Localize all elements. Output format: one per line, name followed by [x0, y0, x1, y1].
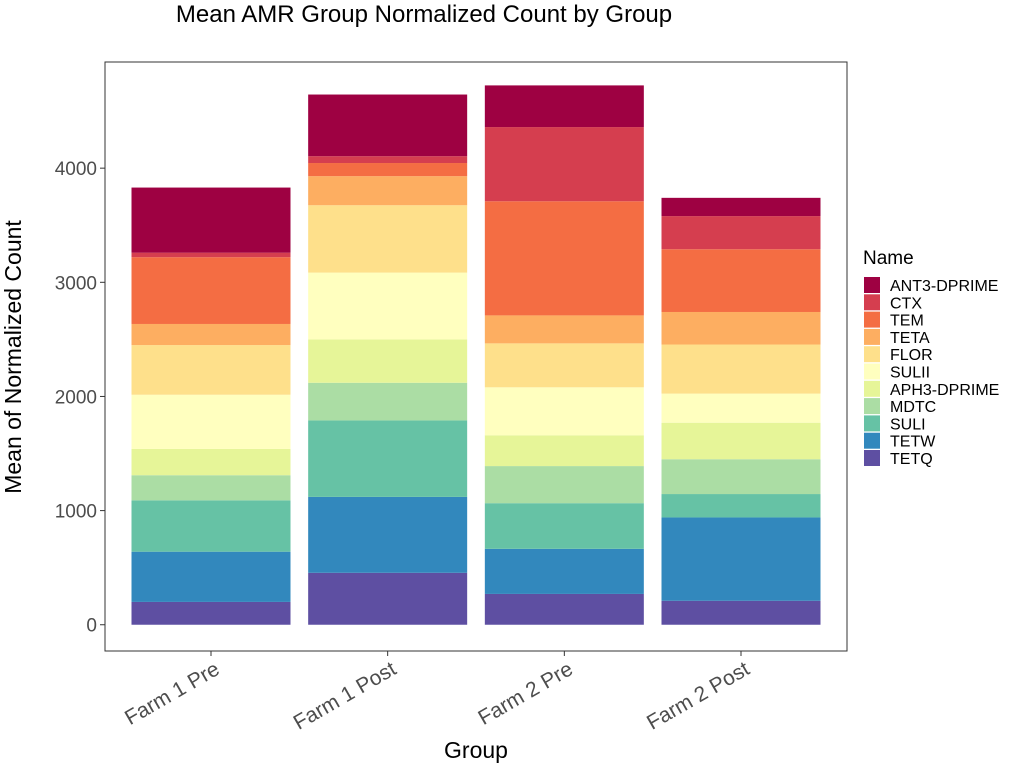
bar-segment-farm-2-pre-tem: [484, 201, 644, 316]
bar-segment-farm-1-post-tem: [308, 163, 468, 177]
legend-label-sulii: SULII: [890, 365, 930, 382]
bar-segment-farm-1-post-tetq: [308, 572, 468, 625]
legend-swatch-ctx: [864, 294, 880, 311]
bar-segment-farm-2-pre-tetq: [484, 593, 644, 625]
bar-segment-farm-2-pre-teta: [484, 315, 644, 344]
bar-segment-farm-2-post-ctx: [661, 216, 821, 250]
legend-title: Name: [863, 248, 914, 269]
bar-segment-farm-2-post-teta: [661, 311, 821, 345]
bar-segment-farm-1-post-ctx: [308, 156, 468, 164]
bar-segment-farm-2-pre-suli: [484, 503, 644, 549]
bar-segment-farm-1-pre-tem: [131, 257, 291, 324]
bar-segment-farm-2-pre-ctx: [484, 127, 644, 202]
legend-swatch-aph3-dprime: [864, 380, 880, 397]
y-axis: 0 1000 2000 3000 4000: [55, 159, 105, 637]
y-axis-title: Mean of Normalized Count: [0, 220, 26, 494]
legend-items: ANT3-DPRIMECTXTEMTETAFLORSULIIAPH3-DPRIM…: [864, 277, 999, 468]
legend-swatch-mdtc: [864, 398, 880, 415]
legend-swatch-suli: [864, 415, 880, 432]
bar-segment-farm-2-pre-flor: [484, 343, 644, 388]
bar-segment-farm-2-pre-sulii: [484, 387, 644, 436]
x-tick-label: Farm 2 Pre: [474, 657, 576, 729]
bar-segment-farm-2-post-aph3-dprime: [661, 422, 821, 460]
bar-segment-farm-2-post-sulii: [661, 393, 821, 423]
y-tick-label: 3000: [55, 273, 97, 294]
legend-label-mdtc: MDTC: [890, 399, 936, 416]
bar-segment-farm-2-post-tetq: [661, 600, 821, 625]
bar-segment-farm-2-post-tem: [661, 249, 821, 312]
y-tick-label: 2000: [55, 387, 97, 408]
legend-swatch-teta: [864, 328, 880, 345]
x-tick-label: Farm 2 Post: [643, 657, 754, 734]
legend-label-ant3-dprime: ANT3-DPRIME: [890, 278, 998, 295]
legend-swatch-sulii: [864, 363, 880, 380]
legend-swatch-ant3-dprime: [864, 277, 880, 293]
legend-label-tetq: TETQ: [890, 451, 933, 468]
y-tick-label: 1000: [55, 502, 97, 523]
bar-segment-farm-2-post-suli: [661, 494, 821, 518]
legend-label-flor: FLOR: [890, 347, 933, 364]
legend-label-aph3-dprime: APH3-DPRIME: [890, 382, 999, 399]
plot-area: [104, 61, 848, 652]
chart-title: Mean AMR Group Normalized Count by Group: [176, 1, 672, 28]
bar-segment-farm-1-pre-ant3-dprime: [131, 187, 291, 253]
bar-segment-farm-2-pre-tetw: [484, 548, 644, 594]
legend-swatch-flor: [864, 346, 880, 363]
bar-segment-farm-2-post-flor: [661, 344, 821, 394]
bar-segment-farm-1-post-teta: [308, 176, 468, 206]
x-tick-label: Farm 1 Post: [290, 657, 401, 734]
legend: Name ANT3-DPRIMECTXTEMTETAFLORSULIIAPH3-…: [863, 248, 999, 468]
bar-segment-farm-1-pre-ctx: [131, 252, 291, 258]
bar-segment-farm-1-pre-tetq: [131, 601, 291, 625]
bar-segment-farm-1-pre-aph3-dprime: [131, 448, 291, 476]
x-tick-label: Farm 1 Pre: [121, 657, 223, 729]
bar-segment-farm-2-pre-aph3-dprime: [484, 435, 644, 467]
bar-segment-farm-2-post-ant3-dprime: [661, 197, 821, 217]
legend-swatch-tetw: [864, 432, 880, 449]
legend-label-ctx: CTX: [890, 295, 922, 312]
bar-segment-farm-2-pre-ant3-dprime: [484, 85, 644, 128]
bar-segment-farm-1-post-ant3-dprime: [308, 94, 468, 157]
legend-label-tetw: TETW: [890, 434, 936, 451]
bar-segment-farm-2-pre-mdtc: [484, 466, 644, 504]
bar-segment-farm-1-post-aph3-dprime: [308, 339, 468, 383]
bar-segment-farm-1-post-mdtc: [308, 382, 468, 421]
bar-segment-farm-1-post-sulii: [308, 272, 468, 340]
legend-label-tem: TEM: [890, 313, 924, 330]
y-tick-label: 0: [86, 616, 97, 637]
bar-segment-farm-1-pre-teta: [131, 323, 291, 346]
bar-segment-farm-1-pre-suli: [131, 500, 291, 552]
y-tick-label: 4000: [55, 159, 97, 180]
x-axis: Farm 1 Pre Farm 1 Post Farm 2 Pre Farm 2 Po…: [121, 651, 754, 735]
bar-segment-farm-1-post-suli: [308, 420, 468, 497]
legend-label-teta: TETA: [890, 330, 930, 347]
bar-segment-farm-1-post-flor: [308, 205, 468, 273]
bar-segment-farm-2-post-mdtc: [661, 459, 821, 495]
x-axis-title: Group: [444, 737, 508, 763]
bar-segment-farm-1-post-tetw: [308, 496, 468, 573]
bar-segment-farm-1-pre-tetw: [131, 551, 291, 602]
legend-swatch-tetq: [864, 450, 880, 466]
bar-segment-farm-1-pre-mdtc: [131, 475, 291, 501]
legend-swatch-tem: [864, 311, 880, 328]
bar-segment-farm-1-pre-sulii: [131, 394, 291, 449]
legend-label-suli: SULI: [890, 416, 926, 433]
bars: [131, 85, 821, 625]
bar-segment-farm-2-post-tetw: [661, 517, 821, 601]
bar-segment-farm-1-pre-flor: [131, 345, 291, 395]
